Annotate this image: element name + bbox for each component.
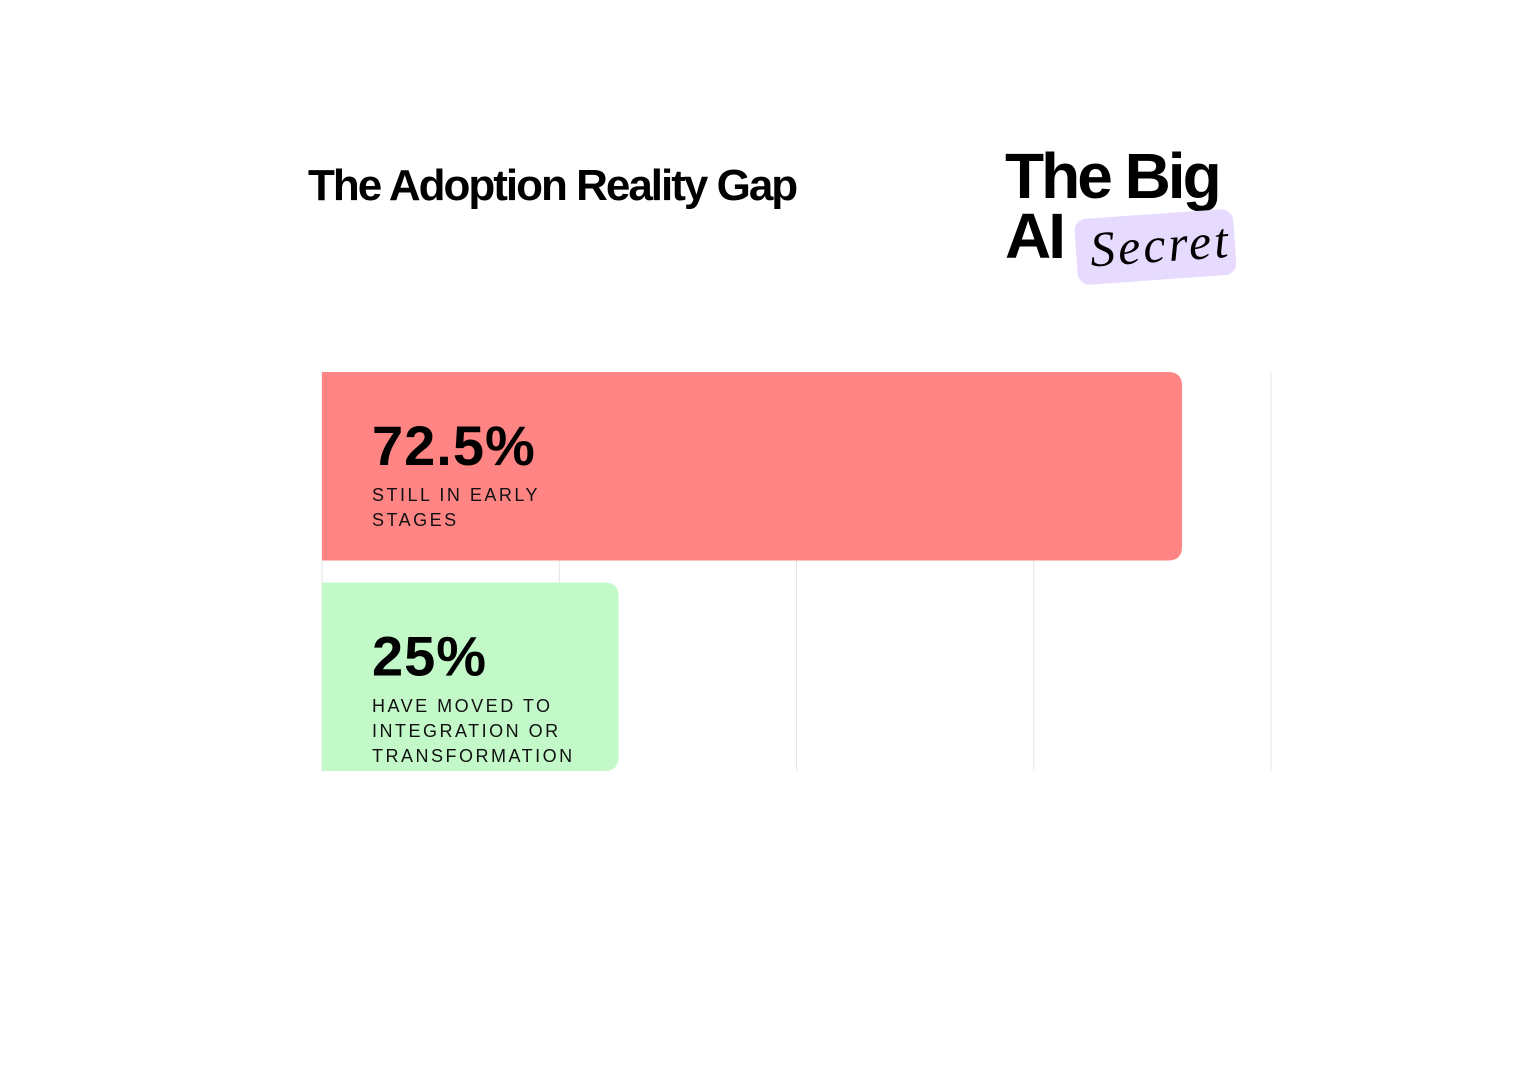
- category-label: STILL IN EARLY STAGES: [372, 485, 540, 530]
- chart-title: The Adoption Reality Gap: [308, 161, 797, 210]
- category-label: HAVE MOVED TO INTEGRATION OR TRANSFORMAT…: [372, 695, 575, 766]
- logo-line: AI: [1005, 200, 1063, 272]
- logo-accent: Secret: [1088, 212, 1233, 278]
- bars: 72.5% STILL IN EARLY STAGES 25% HAVE MOVED …: [322, 372, 1183, 771]
- logo-accent-group: Secret: [1074, 209, 1237, 285]
- logo-accent-bg: [1074, 209, 1237, 285]
- category-label-box: STILL IN EARLY STAGES: [372, 485, 540, 530]
- bar: [322, 372, 1183, 561]
- bar: [322, 582, 619, 771]
- value-label: 72.5%: [372, 414, 536, 477]
- category-label-box: HAVE MOVED TO INTEGRATION OR TRANSFORMAT…: [372, 695, 575, 766]
- value-label: 25%: [372, 625, 487, 688]
- logo-line: The Big: [1005, 140, 1219, 212]
